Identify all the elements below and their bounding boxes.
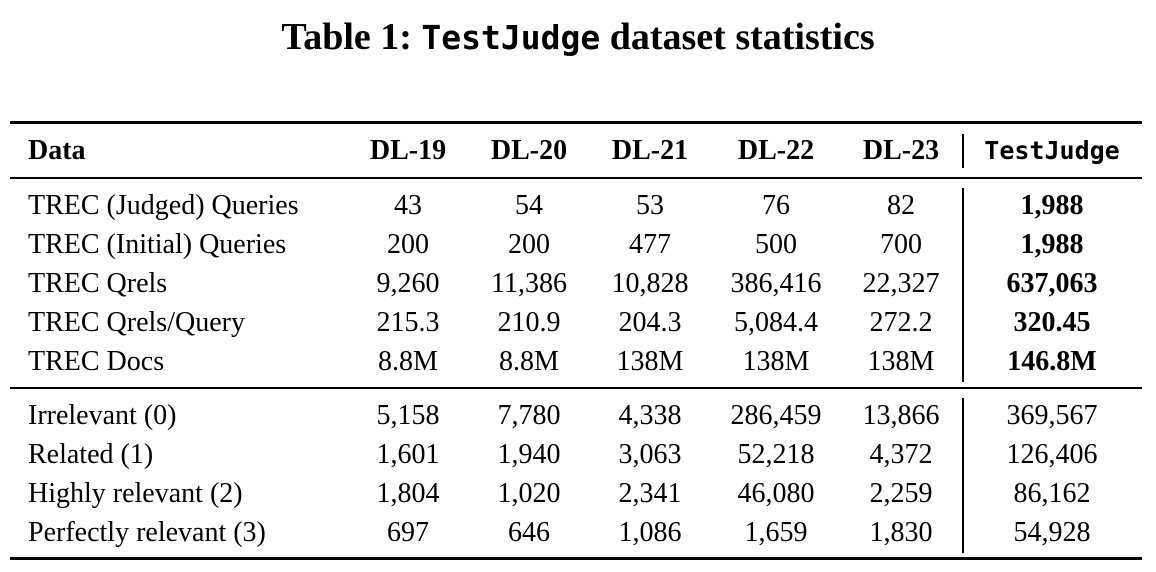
cell-dl21: 204.3 [618,307,682,338]
cell-dl21: 3,063 [618,439,682,470]
cell-dl22: 5,084.4 [734,307,818,338]
column-divider-section1 [962,188,964,382]
cell-dl20: 1,020 [497,478,561,509]
table-row: TREC Qrels/Query 215.3 210.9 204.3 5,084… [0,304,1156,342]
cell-dl19: 43 [394,190,422,221]
cell-dl22: 500 [755,229,797,260]
table-bottom-rule [10,557,1142,560]
header-rule [10,177,1142,179]
cell-dl22: 76 [762,190,790,221]
cell-dl22: 1,659 [744,517,808,548]
cell-dl21: 10,828 [611,268,689,299]
header-dl20: DL-20 [490,135,568,166]
column-divider-header [962,134,964,168]
cell-dl20: 54 [515,190,543,221]
caption-dataset-name: TestJudge [421,18,601,57]
cell-testjudge: 146.8M [1007,346,1097,377]
table-row: TREC Qrels 9,260 11,386 10,828 386,416 2… [0,265,1156,303]
cell-dl23: 700 [880,229,922,260]
header-testjudge: TestJudge [984,136,1120,165]
cell-dl23: 82 [887,190,915,221]
cell-dl22: 286,459 [730,400,822,431]
cell-dl19: 8.8M [378,346,438,377]
cell-dl22: 386,416 [730,268,822,299]
table-row: Perfectly relevant (3) 697 646 1,086 1,6… [0,514,1156,552]
row-label: Highly relevant (2) [28,478,243,509]
cell-dl23: 272.2 [869,307,933,338]
table-row: Highly relevant (2) 1,804 1,020 2,341 46… [0,475,1156,513]
header-dl22: DL-22 [737,135,815,166]
header-data: Data [28,135,86,166]
cell-dl21: 2,341 [618,478,682,509]
table-top-rule [10,121,1142,124]
cell-testjudge: 637,063 [1006,268,1098,299]
cell-dl19: 5,158 [376,400,440,431]
cell-dl23: 1,830 [869,517,933,548]
table-row: Irrelevant (0) 5,158 7,780 4,338 286,459… [0,397,1156,435]
table-header-row: Data DL-19 DL-20 DL-21 DL-22 DL-23 TestJ… [0,132,1156,170]
row-label: TREC Qrels/Query [28,307,245,338]
table-caption: Table 1: TestJudge dataset statistics [0,14,1156,61]
cell-dl21: 477 [629,229,671,260]
row-label: TREC Docs [28,346,165,377]
cell-testjudge: 126,406 [1006,439,1098,470]
header-dl21: DL-21 [611,135,689,166]
caption-prefix: Table 1: [281,16,422,58]
row-label: Perfectly relevant (3) [28,517,266,548]
cell-dl23: 2,259 [869,478,933,509]
row-label: TREC (Initial) Queries [28,229,287,260]
cell-dl22: 52,218 [737,439,815,470]
cell-dl23: 138M [867,346,935,377]
cell-testjudge: 320.45 [1013,307,1091,338]
row-label: TREC Qrels [28,268,168,299]
cell-testjudge: 86,162 [1013,478,1091,509]
cell-dl20: 1,940 [497,439,561,470]
row-label: TREC (Judged) Queries [28,190,299,221]
cell-dl22: 138M [742,346,810,377]
section-rule [10,387,1142,389]
cell-dl19: 200 [387,229,429,260]
cell-dl23: 4,372 [869,439,933,470]
table-row: TREC (Judged) Queries 43 54 53 76 82 1,9… [0,187,1156,225]
column-divider-section2 [962,398,964,553]
header-dl19: DL-19 [369,135,447,166]
cell-testjudge: 369,567 [1006,400,1098,431]
cell-dl21: 53 [636,190,664,221]
caption-suffix: dataset statistics [600,16,875,58]
cell-testjudge: 1,988 [1020,190,1084,221]
cell-dl20: 8.8M [499,346,559,377]
cell-testjudge: 1,988 [1020,229,1084,260]
cell-dl21: 1,086 [618,517,682,548]
cell-dl23: 22,327 [862,268,940,299]
cell-dl19: 1,804 [376,478,440,509]
header-dl23: DL-23 [862,135,940,166]
cell-dl20: 210.9 [497,307,561,338]
cell-dl21: 138M [616,346,684,377]
cell-dl19: 9,260 [376,268,440,299]
cell-dl20: 7,780 [497,400,561,431]
cell-dl21: 4,338 [618,400,682,431]
row-label: Irrelevant (0) [28,400,177,431]
table-row: TREC Docs 8.8M 8.8M 138M 138M 138M 146.8… [0,343,1156,381]
cell-dl20: 646 [508,517,550,548]
cell-dl19: 215.3 [376,307,440,338]
cell-dl20: 200 [508,229,550,260]
cell-dl19: 1,601 [376,439,440,470]
cell-testjudge: 54,928 [1013,517,1091,548]
table-row: Related (1) 1,601 1,940 3,063 52,218 4,3… [0,436,1156,474]
cell-dl19: 697 [387,517,429,548]
row-label: Related (1) [28,439,154,470]
cell-dl20: 11,386 [491,268,567,299]
table-row: TREC (Initial) Queries 200 200 477 500 7… [0,226,1156,264]
cell-dl22: 46,080 [737,478,815,509]
cell-dl23: 13,866 [862,400,940,431]
